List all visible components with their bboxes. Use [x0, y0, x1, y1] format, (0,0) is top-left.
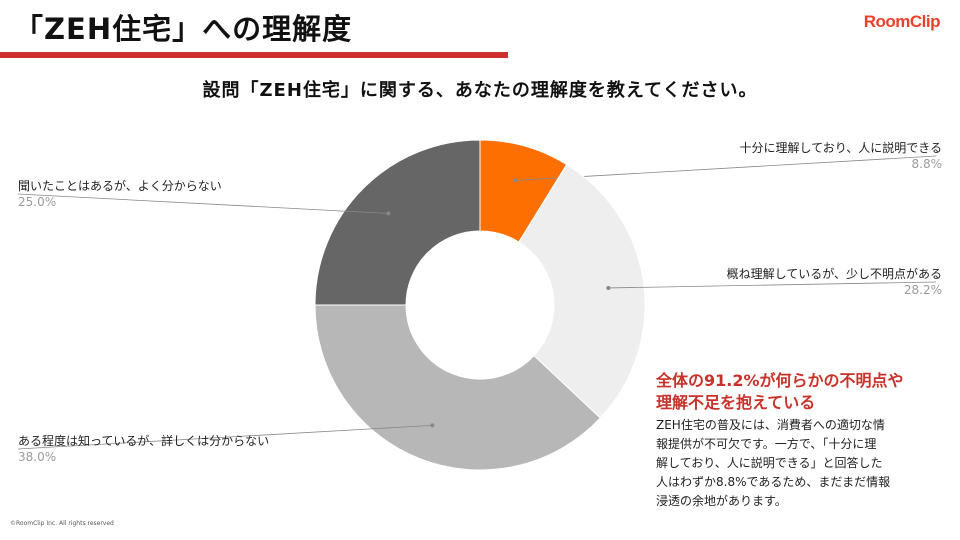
survey-question: 設問「ZEH住宅」に関する、あなたの理解度を教えてください。	[202, 80, 758, 101]
leader-dot-2	[430, 423, 435, 428]
leader-line-3	[17, 193, 389, 214]
donut-segment-3	[314, 139, 481, 306]
callout-body: ZEH住宅の普及には、消費者への適切な情 報提供が不可欠です。一方で、「十分に理…	[656, 418, 891, 508]
segment-name-1: 概ね理解しているが、少し不明点がある	[726, 267, 942, 281]
leader-line-0	[515, 155, 937, 181]
leader-dot-1	[606, 285, 611, 290]
segment-label-3: 聞いたことはあるが、よく分からない 25.0%	[18, 178, 222, 210]
title-underline	[0, 52, 508, 58]
leader-line-1	[608, 281, 937, 289]
segment-label-1: 概ね理解しているが、少し不明点がある 28.2%	[727, 266, 942, 298]
slide-title: 「ZEH住宅」への理解度	[14, 12, 353, 46]
insight-callout: 全体の91.2%が何らかの不明点や 理解不足を抱えている ZEH住宅の普及には、…	[656, 370, 946, 511]
segment-value-2: 38.0%	[18, 450, 57, 464]
leader-dot-3	[386, 211, 391, 216]
brand-logo: RoomClip	[863, 12, 941, 31]
segment-value-0: 8.8%	[911, 157, 943, 171]
donut-segment-1	[518, 163, 646, 419]
donut-segment-2	[314, 304, 601, 471]
leader-dot-0	[513, 178, 518, 183]
segment-name-0: 十分に理解しており、人に説明できる	[739, 141, 942, 155]
segment-value-3: 25.0%	[18, 195, 57, 209]
leader-line-2	[17, 425, 433, 450]
segment-name-2: ある程度は知っているが、詳しくは分からない	[18, 434, 270, 448]
segment-name-3: 聞いたことはあるが、よく分からない	[18, 179, 222, 193]
segment-label-0: 十分に理解しており、人に説明できる 8.8%	[739, 140, 942, 172]
segment-value-1: 28.2%	[903, 283, 942, 297]
segment-label-2: ある程度は知っているが、詳しくは分からない 38.0%	[18, 433, 269, 465]
callout-headline: 全体の91.2%が何らかの不明点や 理解不足を抱えている	[656, 371, 904, 412]
copyright-text: ©RoomClip Inc. All rights reserved	[10, 520, 114, 527]
